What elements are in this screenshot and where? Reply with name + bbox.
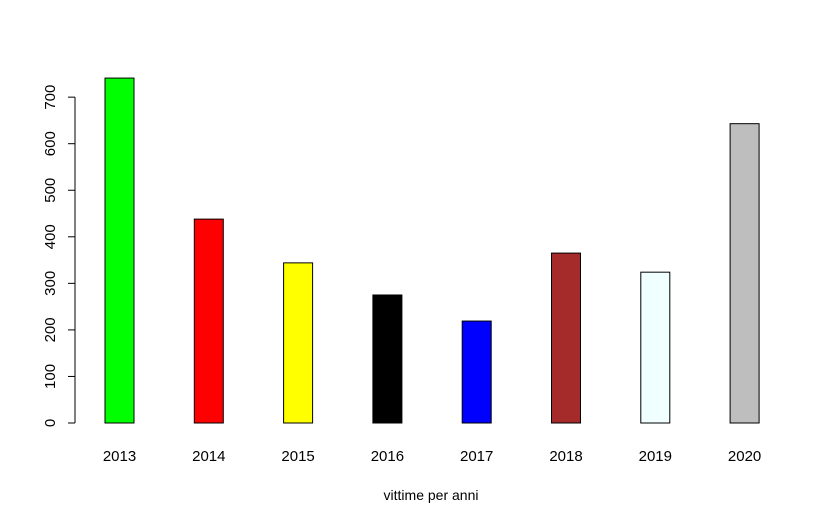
x-tick-label-2020: 2020: [728, 448, 761, 465]
bar-2016: [372, 294, 403, 424]
x-tick-label-2013: 2013: [103, 448, 136, 465]
x-axis-title: vittime per anni: [384, 487, 479, 503]
y-tick-label-700: 700: [42, 85, 59, 110]
bar-2017: [461, 320, 492, 424]
x-tick-label-2014: 2014: [192, 448, 225, 465]
y-tick-label-300: 300: [42, 271, 59, 296]
bar-2015: [283, 262, 314, 424]
x-tick-label-2019: 2019: [639, 448, 672, 465]
bar-2020: [729, 123, 760, 424]
x-axis-labels: 2013 2014 2015 2016 2017 2018 2019 2020: [103, 448, 761, 465]
x-tick-label-2018: 2018: [549, 448, 582, 465]
y-tick-label-600: 600: [42, 131, 59, 156]
bar-2018: [551, 252, 581, 424]
y-tick-label-400: 400: [42, 224, 59, 249]
y-tick-label-500: 500: [42, 178, 59, 203]
y-tick-label-200: 200: [42, 317, 59, 342]
x-tick-label-2016: 2016: [371, 448, 404, 465]
x-tick-label-2017: 2017: [460, 448, 493, 465]
x-tick-label-2015: 2015: [281, 448, 314, 465]
y-tick-label-0: 0: [42, 419, 59, 427]
bars: [104, 77, 760, 424]
bar-2019: [640, 271, 671, 424]
y-axis: 0 100 200 300 400 500 600 700: [42, 85, 76, 427]
bar-2013: [104, 77, 135, 424]
bar-2014: [193, 218, 224, 424]
y-tick-label-100: 100: [42, 364, 59, 389]
